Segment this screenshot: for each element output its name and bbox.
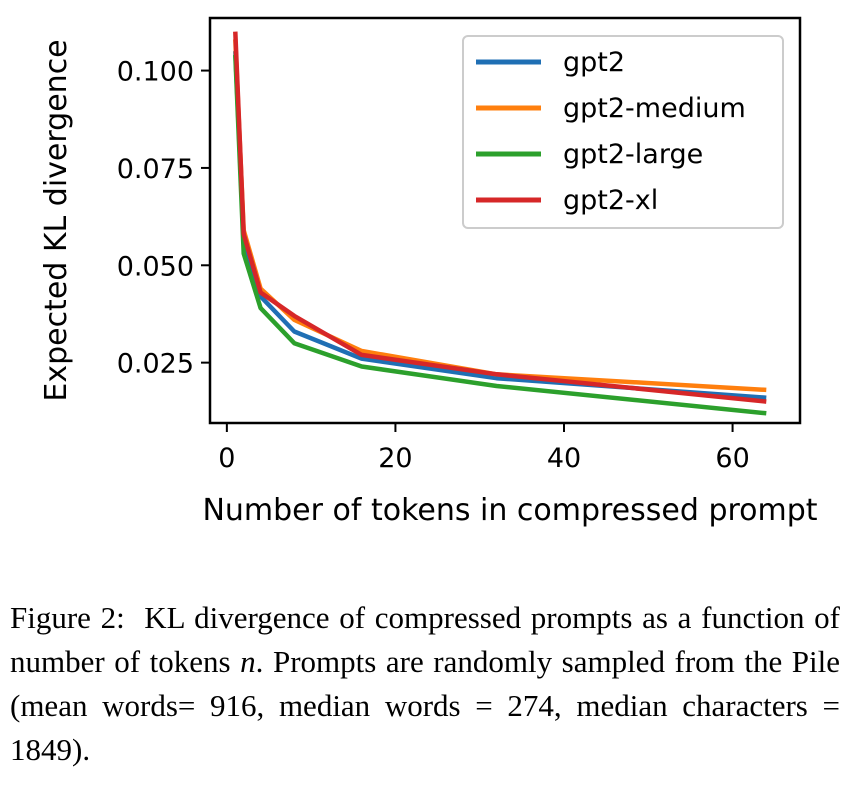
x-axis-title: Number of tokens in compressed prompt: [202, 493, 817, 528]
legend-label-gpt2-xl: gpt2-xl: [563, 185, 658, 216]
y-tick-label: 0.075: [117, 154, 194, 185]
legend-box: [462, 35, 784, 229]
y-tick-label: 0.050: [117, 251, 194, 282]
kl-divergence-chart: 0 20 40 60 0.025 0.050 0.075 0.100 Number of t…: [39, 16, 818, 528]
caption-label: Figure 2:: [10, 600, 125, 635]
legend-label-gpt2-large: gpt2-large: [563, 139, 703, 170]
legend-label-gpt2: gpt2: [563, 47, 625, 78]
plot-frame: [208, 16, 802, 425]
figure-caption: Figure 2: KL divergence of compressed pr…: [10, 596, 840, 772]
plot-area: [233, 31, 767, 416]
y-axis-ticks: 0.025 0.050 0.075 0.100: [117, 57, 210, 380]
series-line-gpt2-large: [233, 54, 767, 416]
chart-legend: gpt2 gpt2-medium gpt2-large gpt2-xl: [462, 35, 784, 229]
y-tick-label: 0.100: [117, 57, 194, 88]
x-tick-label: 0: [218, 443, 235, 474]
series-line-gpt2-xl: [233, 31, 767, 404]
caption-text-before: KL divergence of compressed prompts as a…: [10, 600, 840, 679]
x-tick-label: 40: [547, 443, 581, 474]
x-tick-label: 60: [715, 443, 749, 474]
y-axis-title: Expected KL divergence: [39, 39, 74, 401]
x-tick-label: 20: [378, 443, 412, 474]
caption-text-after: . Prompts are randomly sampled from the …: [10, 644, 840, 767]
x-axis-ticks: 0 20 40 60: [218, 423, 750, 474]
y-tick-label: 0.025: [117, 349, 194, 380]
caption-variable: n: [240, 644, 256, 679]
legend-label-gpt2-medium: gpt2-medium: [563, 93, 746, 124]
